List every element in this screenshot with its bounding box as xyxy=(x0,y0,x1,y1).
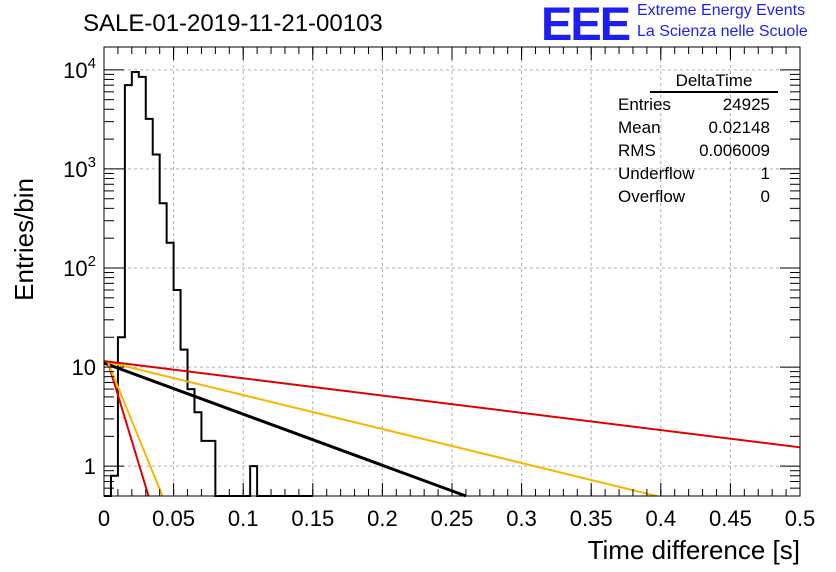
stats-value: 0 xyxy=(760,187,770,206)
stats-row-underflow: Underflow 1 xyxy=(610,162,778,185)
stats-row-rms: RMS 0.006009 xyxy=(610,139,778,162)
stats-row-overflow: Overflow 0 xyxy=(610,185,778,208)
x-tick-label: 0 xyxy=(98,506,110,531)
x-tick-label: 0.25 xyxy=(431,506,474,531)
grid xyxy=(104,47,800,496)
stats-label: Overflow xyxy=(618,187,686,206)
x-tick-label: 0.2 xyxy=(367,506,398,531)
logo-line-1: Extreme Energy Events xyxy=(637,2,806,19)
stats-row-entries: Entries 24925 xyxy=(610,93,778,116)
x-tick-label: 0.35 xyxy=(570,506,613,531)
stats-label: Mean xyxy=(618,118,661,137)
orange-fit-line xyxy=(107,362,164,497)
x-tick-labels: 0 0.05 0.1 0.15 0.2 0.25 0.3 0.35 0.4 0.45 0.5 xyxy=(98,506,815,531)
stats-title: DeltaTime xyxy=(650,70,778,93)
y-tick-label: 1 xyxy=(84,454,96,479)
ticks xyxy=(103,47,801,497)
stats-label: Underflow xyxy=(618,164,695,183)
stats-box: DeltaTime Entries 24925 Mean 0.02148 RMS 0.… xyxy=(610,70,778,208)
x-tick-label: 0.45 xyxy=(709,506,752,531)
fit-lines xyxy=(103,360,801,498)
y-tick-labels: 1 10 102 103 104 xyxy=(63,55,96,479)
y-tick-label: 104 xyxy=(63,55,96,83)
x-tick-label: 0.4 xyxy=(646,506,677,531)
y-tick-label: 10 xyxy=(72,355,96,380)
y-axis-label: Entries/bin xyxy=(9,178,39,301)
chart-title: SALE-01-2019-11-21-00103 xyxy=(83,10,383,37)
stats-value: 24925 xyxy=(722,95,770,114)
red-fit-line xyxy=(107,362,150,497)
histogram-step xyxy=(104,71,313,497)
stats-label: RMS xyxy=(618,141,656,160)
x-tick-label: 0.05 xyxy=(152,506,195,531)
orange-fit-line xyxy=(103,360,657,497)
x-axis-label: Time difference [s] xyxy=(588,535,800,565)
stats-label: Entries xyxy=(618,95,671,114)
x-tick-label: 0.15 xyxy=(291,506,334,531)
stats-value: 0.006009 xyxy=(699,141,770,160)
stats-value: 0.02148 xyxy=(708,118,770,137)
red-fit-line xyxy=(103,360,801,449)
stats-value: 1 xyxy=(760,164,770,183)
x-tick-label: 0.5 xyxy=(785,506,816,531)
histogram xyxy=(104,71,313,497)
x-tick-label: 0.1 xyxy=(228,506,259,531)
stats-row-mean: Mean 0.02148 xyxy=(610,116,778,139)
y-tick-label: 102 xyxy=(63,253,96,281)
logo-line-2: La Scienza nelle Scuole xyxy=(637,23,808,40)
eee-logo: EEE xyxy=(541,0,631,50)
black-fit-line xyxy=(103,361,467,498)
y-tick-label: 103 xyxy=(63,154,96,182)
x-tick-label: 0.3 xyxy=(506,506,537,531)
